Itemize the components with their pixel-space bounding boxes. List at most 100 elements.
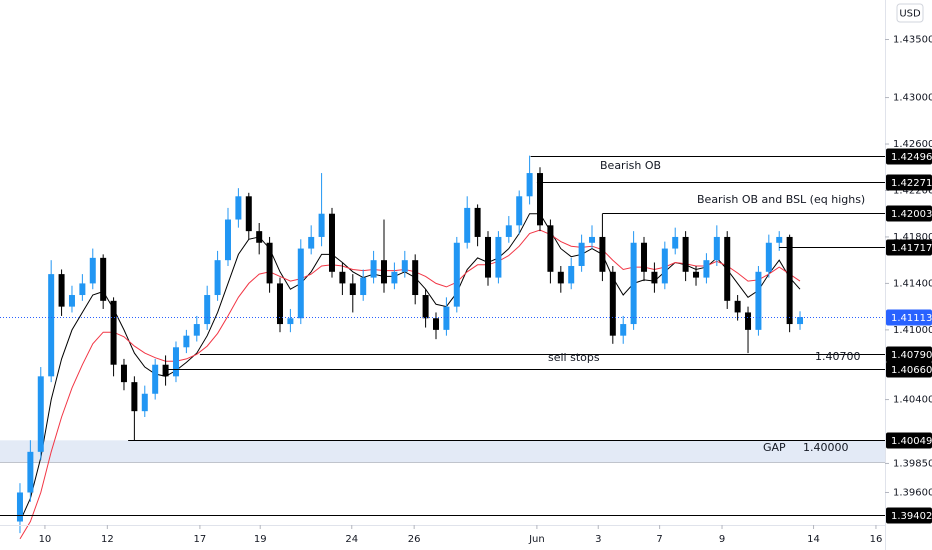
annotation: sell stops xyxy=(548,351,600,364)
candle-body xyxy=(797,317,804,325)
x-tick-label: 16 xyxy=(870,534,883,545)
level-label-box xyxy=(886,361,932,378)
candle-body xyxy=(401,260,408,272)
candle-body xyxy=(16,492,23,522)
candle-body xyxy=(27,451,34,493)
candle-body xyxy=(412,260,419,296)
candle-body xyxy=(266,242,273,284)
candle-body xyxy=(661,248,668,284)
x-tick-label: 9 xyxy=(719,534,725,545)
y-tick-label: 1.43000 xyxy=(893,93,932,104)
candle-body xyxy=(516,196,523,226)
candle-body xyxy=(152,364,159,394)
x-tick-label: 12 xyxy=(101,534,114,545)
y-tick-label: 1.42600 xyxy=(893,139,932,150)
candle-body xyxy=(349,283,356,296)
candle-body xyxy=(214,260,221,296)
level-label: 1.40049 xyxy=(891,436,932,447)
candle-body xyxy=(578,242,585,266)
candle-body xyxy=(58,274,65,307)
candle-body xyxy=(464,207,471,243)
y-tick-label: 1.39850 xyxy=(893,458,932,469)
candle-body xyxy=(547,225,554,272)
level-label-box xyxy=(886,309,932,326)
candle-body xyxy=(37,376,44,452)
y-tick-label: 1.41400 xyxy=(893,278,932,289)
candle-body xyxy=(505,225,512,237)
x-tick-label: Jun xyxy=(528,534,545,545)
candle-body xyxy=(256,231,263,243)
candle-body xyxy=(693,271,700,278)
candle-body xyxy=(89,257,96,284)
candle-body xyxy=(609,271,616,336)
candle-body xyxy=(620,324,627,336)
x-tick-label: 26 xyxy=(408,534,421,545)
candle-body xyxy=(308,236,315,249)
y-tick-label: 1.43500 xyxy=(893,34,932,45)
candle-body xyxy=(235,196,242,220)
candle-body xyxy=(120,364,127,383)
candle-body xyxy=(485,236,492,278)
y-tick-label: 1.41000 xyxy=(893,325,932,336)
candle-body xyxy=(328,213,335,272)
annotation: 1.40700 xyxy=(815,350,861,363)
candle-body xyxy=(432,318,439,330)
level-label-box xyxy=(886,239,932,256)
annotation: GAP xyxy=(763,441,786,454)
level-label: 1.40790 xyxy=(891,350,932,361)
level-label-box xyxy=(886,205,932,222)
candle-body xyxy=(557,271,564,284)
x-tick-label: 24 xyxy=(345,534,358,545)
candle-body xyxy=(651,271,658,284)
candle-body xyxy=(453,242,460,307)
candle-body xyxy=(245,196,252,232)
level-label-box xyxy=(886,346,932,363)
candle-body xyxy=(48,274,55,377)
candle-body xyxy=(172,347,179,377)
candle-body xyxy=(672,236,679,249)
candle-body xyxy=(630,242,637,325)
level-label: 1.42496 xyxy=(891,152,932,163)
candle-body xyxy=(422,295,429,319)
candle-body xyxy=(724,236,731,301)
candle-body xyxy=(110,300,117,365)
currency-button[interactable] xyxy=(896,3,924,23)
moving-average xyxy=(19,213,801,522)
candle-body xyxy=(224,219,231,261)
candle-body xyxy=(141,393,148,412)
x-tick-label: 19 xyxy=(254,534,267,545)
candle-body xyxy=(734,300,741,313)
level-label-box xyxy=(886,148,932,165)
y-tick-label: 1.40400 xyxy=(893,395,932,406)
candle-body xyxy=(204,295,211,325)
candle-body xyxy=(703,260,710,278)
candle-body xyxy=(287,318,294,325)
x-tick-label: 10 xyxy=(39,534,52,545)
candle-body xyxy=(641,242,648,272)
level-label: 1.40660 xyxy=(891,365,932,376)
candle-body xyxy=(495,236,502,278)
y-tick-label: 1.39600 xyxy=(893,487,932,498)
candle-body xyxy=(765,242,772,272)
candle-body xyxy=(79,283,86,296)
level-label-box xyxy=(886,174,932,191)
y-tick-label: 1.42200 xyxy=(893,185,932,196)
candle-body xyxy=(443,306,450,330)
moving-average xyxy=(19,229,801,540)
level-label: 1.41113 xyxy=(891,313,932,324)
x-tick-label: 7 xyxy=(656,534,662,545)
annotation: Bearish OB xyxy=(600,159,661,172)
level-label-box xyxy=(886,507,932,524)
candle-body xyxy=(380,260,387,284)
gap-zone xyxy=(0,440,885,463)
candle-body xyxy=(339,271,346,284)
level-label: 1.39402 xyxy=(891,511,932,522)
candle-body xyxy=(276,283,283,325)
x-tick-label: 17 xyxy=(194,534,207,545)
candle-body xyxy=(131,382,138,412)
candle-body xyxy=(68,295,75,307)
currency[interactable]: USD xyxy=(899,9,921,20)
x-tick-label: 3 xyxy=(595,534,601,545)
candle-body xyxy=(391,271,398,284)
candle-body xyxy=(568,265,575,284)
